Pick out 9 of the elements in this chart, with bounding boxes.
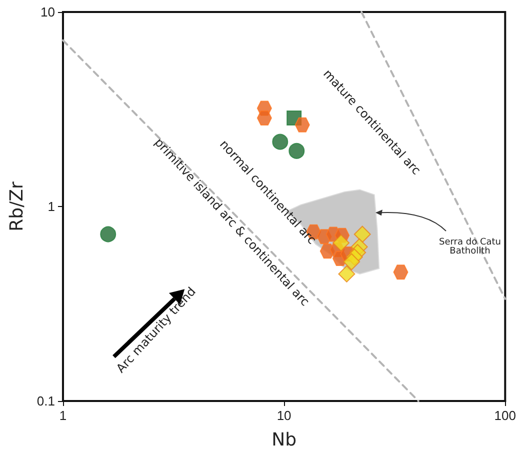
annotation: Serra do Catu Batholith (439, 238, 501, 256)
y-tick-label: 1 (48, 199, 55, 214)
x-axis-title: Nb (272, 430, 297, 450)
x-tick-label: 100 (494, 408, 516, 423)
y-tick-label: 0.1 (36, 394, 55, 408)
y-axis-title: Rb/Zr (6, 181, 28, 232)
x-tick-label: 1 (59, 408, 67, 423)
x-tick-label: 10 (276, 408, 292, 423)
y-tick-label: 10 (40, 4, 55, 20)
